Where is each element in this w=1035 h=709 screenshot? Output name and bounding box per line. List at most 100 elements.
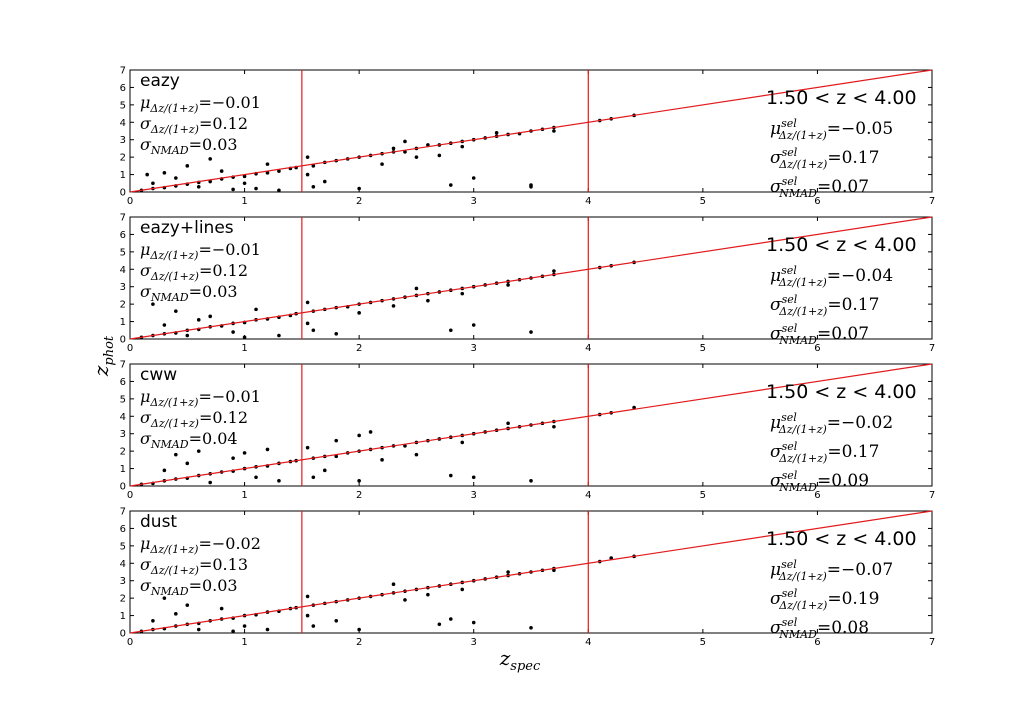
data-point [403,598,407,602]
x-tick-label: 4 [585,490,591,501]
y-tick-label: 2 [120,300,126,311]
one-to-one-line [129,510,933,634]
data-point [305,321,310,326]
data-point [231,629,235,634]
data-point [145,172,149,177]
y-tick-label: 0 [120,629,126,640]
data-point [391,146,396,151]
data-point [162,468,167,473]
data-point [322,468,327,473]
data-point [254,475,258,480]
x-tick-label: 4 [585,343,591,354]
y-tick-label: 4 [120,412,126,423]
data-point [471,620,476,625]
data-point [357,478,361,483]
x-tick-label: 6 [814,490,820,501]
data-point [529,478,533,483]
stat-1: μΔz/(1+z)=−0.02 [140,534,261,556]
y-tick-label: 4 [120,559,126,570]
data-point [609,556,613,560]
data-point [552,568,556,573]
x-tick-label: 4 [585,637,591,648]
panel-title: eazy+lines [140,218,234,238]
x-tick-label: 3 [471,343,477,354]
data-point [380,162,384,166]
sel-stat-1: μsel Δz/(1+z)=−0.05 [770,117,893,142]
panel-title: eazy [140,71,180,91]
data-point [460,440,465,445]
data-point [403,444,407,448]
data-point [334,331,339,336]
data-point [305,172,310,177]
data-point [426,143,430,147]
data-point [162,596,167,600]
x-tick-label: 0 [127,343,133,354]
data-point [311,164,316,168]
data-point [334,454,339,459]
stat-2: σΔz/(1+z)=0.13 [140,555,248,577]
data-point [185,461,190,466]
y-tick-label: 6 [120,230,126,241]
one-to-one-line [129,363,933,487]
y-tick-label: 6 [120,83,126,94]
x-tick-label: 6 [814,196,820,207]
x-tick-label: 6 [814,343,820,354]
data-point [529,625,533,630]
data-point [277,169,281,173]
data-point [174,452,178,457]
x-tick-label: 3 [471,637,477,648]
y-tick-label: 3 [120,135,126,146]
data-point [552,269,556,273]
sel-stat-3: σsel NMAD=0.08 [770,616,869,641]
data-point [357,627,361,632]
data-point [414,286,419,291]
x-tick-label: 0 [127,637,133,648]
data-point [437,153,442,158]
data-point [391,304,396,308]
data-point [174,612,178,616]
y-tick-label: 7 [120,66,126,77]
data-point [506,421,510,426]
sel-stat-2: σsel Δz/(1+z)=0.17 [770,146,879,171]
data-point [242,451,247,455]
data-point [322,179,327,184]
stat-1: μΔz/(1+z)=−0.01 [140,387,261,409]
x-tick-label: 1 [241,196,247,207]
data-point [552,424,556,429]
data-point [208,179,212,184]
data-point [460,144,465,149]
data-point [494,130,499,135]
data-point [305,594,310,599]
y-tick-label: 4 [120,118,126,129]
stat-3: σNMAD=0.04 [140,429,238,451]
sel-stat-1: μsel Δz/(1+z)=−0.02 [770,411,893,436]
x-tick-label: 2 [356,196,362,207]
x-tick-label: 5 [700,196,706,207]
data-point [265,171,270,175]
data-point [242,181,247,186]
data-point [305,155,310,159]
x-axis-label: zspec [499,646,541,674]
data-point [208,157,212,161]
x-tick-label: 1 [241,343,247,354]
y-axis-label: zphot [89,335,117,377]
data-point [311,328,316,333]
data-point [174,309,178,313]
x-tick-label: 3 [471,490,477,501]
data-point [471,323,476,327]
sel-stat-1: μsel Δz/(1+z)=−0.04 [770,264,893,289]
data-point [471,475,476,480]
data-point [529,330,533,334]
y-tick-label: 4 [120,265,126,276]
data-point [231,330,235,334]
data-point [208,480,212,485]
data-point [185,333,190,338]
data-point [460,587,465,592]
data-point [552,129,556,133]
data-point [277,333,281,338]
sel-stat-2: σsel Δz/(1+z)=0.19 [770,587,879,612]
data-point [426,592,430,597]
x-tick-label: 0 [127,490,133,501]
range-label: 1.50 < z < 4.00 [766,87,917,109]
